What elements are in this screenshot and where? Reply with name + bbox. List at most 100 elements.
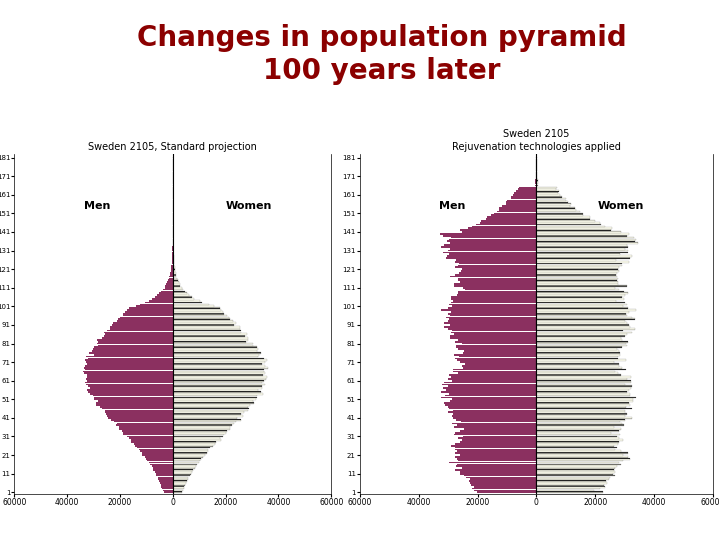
Bar <box>87 389 173 391</box>
Bar <box>173 369 264 370</box>
Bar <box>135 443 173 445</box>
Bar <box>536 333 627 335</box>
Bar <box>518 188 536 190</box>
Bar <box>536 434 620 435</box>
Bar <box>536 313 626 315</box>
Bar <box>94 354 173 355</box>
Bar <box>506 201 536 203</box>
Bar <box>513 194 536 195</box>
Bar <box>173 475 190 476</box>
Bar <box>536 396 636 399</box>
Bar <box>536 324 629 326</box>
Bar <box>536 192 559 194</box>
Bar <box>173 367 268 368</box>
Bar <box>104 411 173 413</box>
Bar <box>161 486 173 488</box>
Bar <box>536 320 625 322</box>
Bar <box>96 402 173 404</box>
Bar <box>173 341 246 342</box>
Bar <box>86 378 173 380</box>
Bar <box>173 389 258 391</box>
Bar <box>173 447 210 449</box>
Bar <box>446 404 536 406</box>
Bar <box>536 227 612 229</box>
Bar <box>536 409 625 411</box>
Bar <box>173 259 174 261</box>
Bar <box>536 367 622 368</box>
Bar <box>458 348 536 350</box>
Bar <box>173 348 258 350</box>
Bar <box>94 396 173 399</box>
Bar <box>536 480 606 482</box>
Bar <box>536 436 617 437</box>
Bar <box>476 224 536 225</box>
Bar <box>94 346 173 348</box>
Bar <box>173 440 221 441</box>
Bar <box>536 255 631 257</box>
Bar <box>172 257 173 259</box>
Bar <box>536 214 582 216</box>
Bar <box>448 328 536 329</box>
Bar <box>536 272 617 274</box>
Bar <box>451 306 536 307</box>
Bar <box>173 463 197 465</box>
Bar <box>173 287 181 288</box>
Bar <box>173 387 262 389</box>
Bar <box>449 411 536 413</box>
Bar <box>449 378 536 380</box>
Bar <box>173 257 174 259</box>
Bar <box>162 488 173 489</box>
Bar <box>140 303 173 305</box>
Bar <box>173 329 241 332</box>
Bar <box>536 383 625 385</box>
Bar <box>173 462 199 463</box>
Bar <box>173 378 266 380</box>
Bar <box>536 341 629 342</box>
Bar <box>462 365 536 367</box>
Bar <box>536 326 630 328</box>
Bar <box>449 276 536 278</box>
Bar <box>536 460 623 462</box>
Bar <box>173 421 236 422</box>
Bar <box>441 246 536 248</box>
Bar <box>516 190 536 192</box>
Bar <box>451 237 536 239</box>
Bar <box>462 467 536 469</box>
Bar <box>536 213 583 214</box>
Bar <box>173 488 184 489</box>
Bar <box>448 307 536 309</box>
Bar <box>455 443 536 445</box>
Bar <box>86 361 173 363</box>
Bar <box>104 409 173 411</box>
Bar <box>464 289 536 291</box>
Bar <box>536 335 626 337</box>
Bar <box>457 424 536 426</box>
Bar <box>536 467 615 469</box>
Bar <box>444 235 536 237</box>
Bar <box>536 196 562 198</box>
Bar <box>536 224 600 225</box>
Bar <box>173 449 208 450</box>
Bar <box>536 432 611 434</box>
Bar <box>448 320 536 322</box>
Bar <box>156 473 173 475</box>
Bar <box>536 389 629 391</box>
Bar <box>132 441 173 443</box>
Bar <box>173 354 259 355</box>
Bar <box>135 306 173 307</box>
Bar <box>461 421 536 422</box>
Bar <box>171 263 173 265</box>
Bar <box>454 341 536 342</box>
Bar <box>173 319 230 320</box>
Bar <box>117 423 173 424</box>
Bar <box>89 352 173 354</box>
Bar <box>452 329 536 332</box>
Bar <box>122 430 173 432</box>
Bar <box>513 192 536 194</box>
Bar <box>536 426 614 428</box>
Bar <box>142 454 173 456</box>
Bar <box>173 293 187 294</box>
Bar <box>114 421 173 422</box>
Bar <box>535 181 536 183</box>
Bar <box>173 417 238 418</box>
